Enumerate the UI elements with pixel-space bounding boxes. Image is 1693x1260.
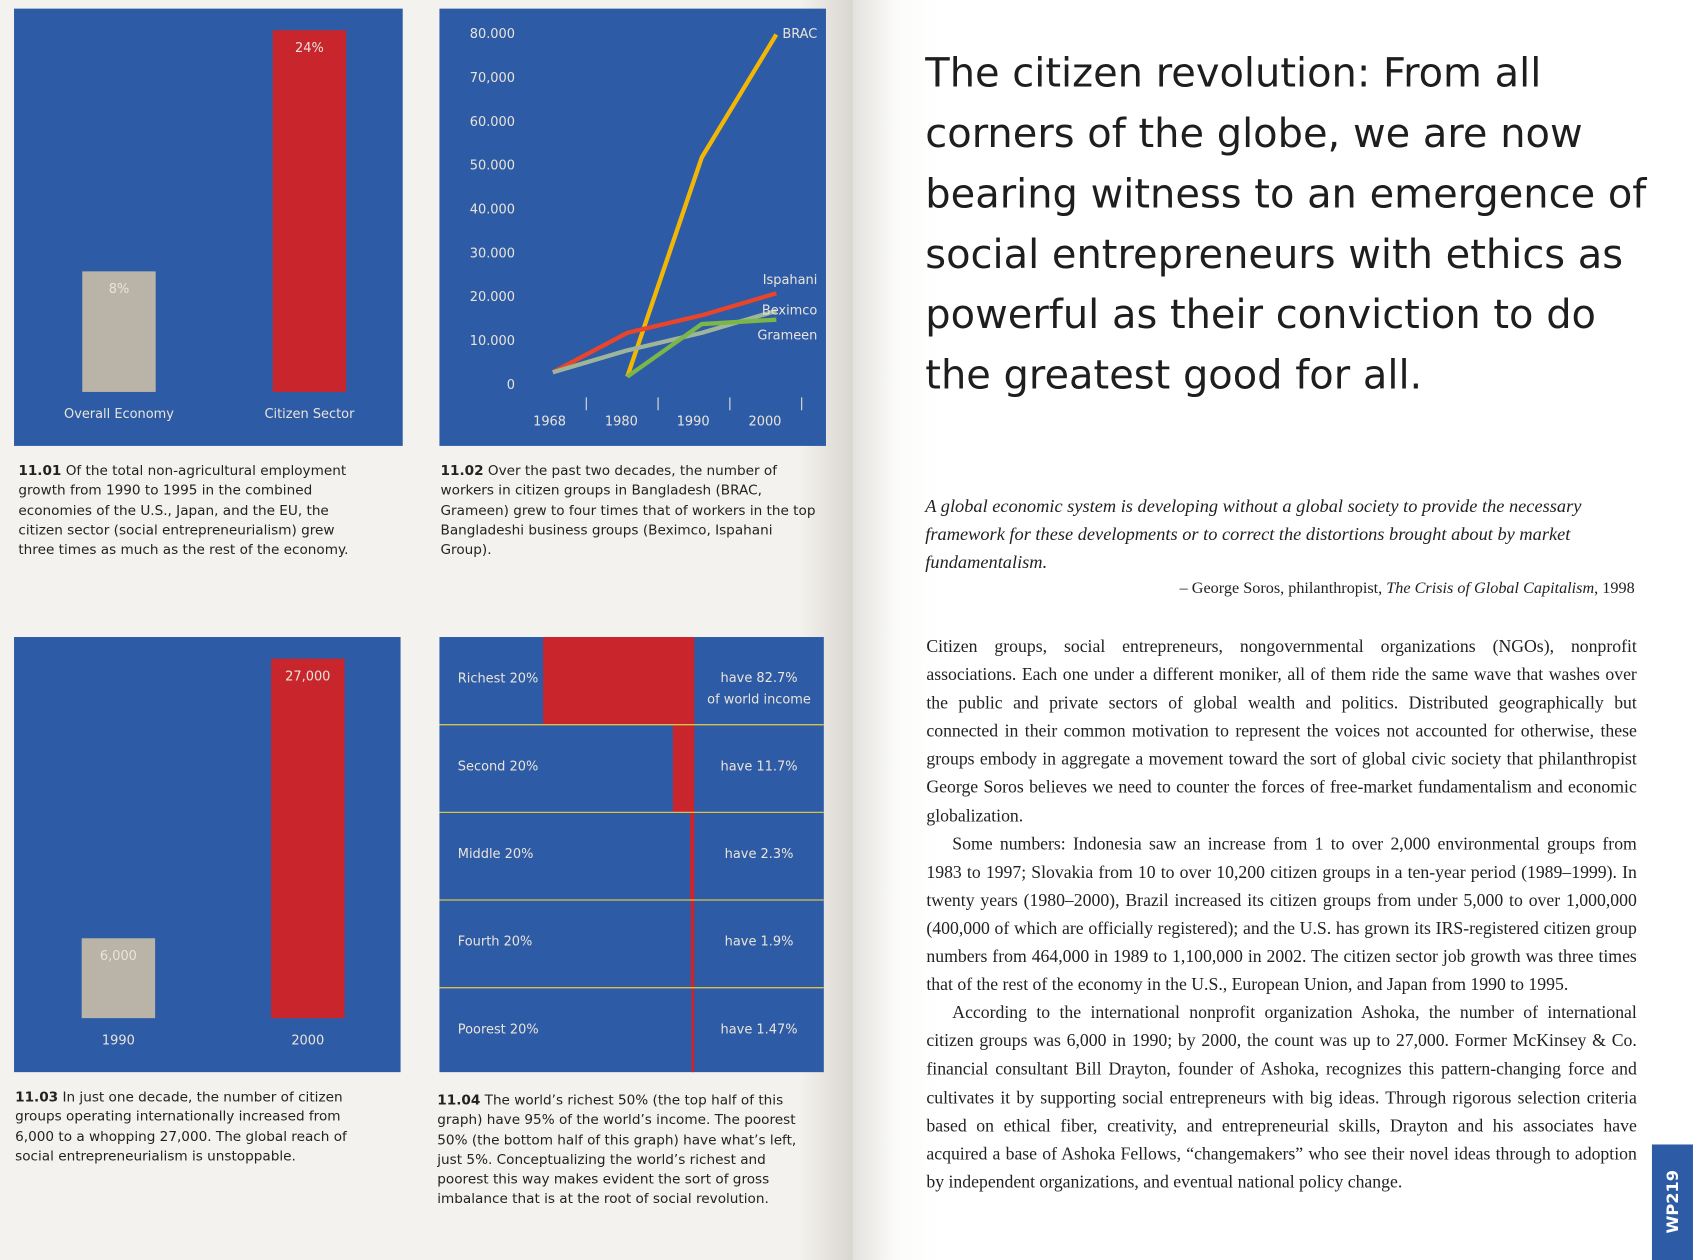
attribution: – George Soros, philanthropist,	[1179, 579, 1387, 598]
value-label: 24%	[295, 41, 324, 56]
attribution-year: , 1998	[1594, 579, 1635, 598]
y-tick-label: 50.000	[470, 159, 515, 174]
category-label: Overall Economy	[64, 407, 174, 422]
x-tick-label: 1990	[677, 415, 710, 430]
category-label: 2000	[291, 1033, 324, 1048]
chart-panel: Richest 20% Second 20% Middle 20% Fourth 20…	[439, 637, 824, 1073]
bar	[82, 271, 156, 392]
chart-panel: 6,000 1990 27,000 2000	[14, 637, 401, 1073]
caption-text: The world’s richest 50% (the top half of…	[437, 1091, 797, 1207]
category-label: 1990	[102, 1033, 135, 1048]
category-label: Middle 20%	[458, 847, 534, 862]
bar	[271, 658, 345, 1019]
y-tick-label: 10.000	[470, 334, 515, 349]
series-line	[626, 317, 777, 379]
y-tick-label: 40.000	[470, 203, 515, 218]
body-text: Citizen groups, social entrepreneurs, no…	[926, 633, 1636, 1196]
category-label: Poorest 20%	[458, 1022, 539, 1037]
y-tick-label: 80.000	[470, 27, 515, 42]
caption: 11.04 The world’s richest 50% (the top h…	[437, 1090, 809, 1209]
caption-number: 11.03	[15, 1088, 59, 1105]
caption-text: Of the total non-agricultural employment…	[18, 462, 349, 558]
category-label: Citizen Sector	[264, 407, 355, 422]
caption: 11.03 In just one decade, the number of …	[15, 1087, 371, 1166]
paragraph: Citizen groups, social entrepreneurs, no…	[926, 635, 1637, 826]
category-label: Richest 20%	[458, 672, 539, 687]
caption-number: 11.01	[18, 462, 62, 479]
page-tab: WP219	[1651, 1144, 1693, 1260]
x-tick-label: 1968	[533, 415, 566, 430]
bar	[272, 30, 347, 392]
caption-number: 11.04	[437, 1091, 481, 1108]
category-label: Fourth 20%	[458, 935, 533, 950]
series-line	[551, 291, 777, 375]
value-label: have 2.3%	[725, 847, 794, 862]
income-band	[543, 637, 695, 726]
x-tick-label: 1980	[605, 415, 638, 430]
caption-number: 11.02	[440, 462, 484, 479]
series-label: Grameen	[757, 328, 817, 343]
value-label: 6,000	[100, 949, 137, 964]
value-label: 27,000	[285, 669, 330, 684]
epigraph: A global economic system is developing w…	[925, 495, 1582, 573]
value-label: have 1.47%	[721, 1022, 798, 1037]
income-band	[672, 724, 695, 813]
chart-panel: 8% Overall Economy 24% Citizen Sector	[14, 8, 403, 446]
right-page	[852, 0, 1693, 1260]
caption: 11.02 Over the past two decades, the num…	[441, 461, 817, 560]
income-band	[690, 812, 695, 901]
y-tick-label: 70,000	[470, 71, 515, 86]
y-tick-label: 20.000	[470, 290, 515, 305]
caption-text: In just one decade, the number of citize…	[15, 1088, 347, 1164]
caption-text: Over the past two decades, the number of…	[440, 462, 816, 558]
left-page: 8% Overall Economy 24% Citizen Sector 0 10.0…	[0, 0, 853, 1260]
bar	[81, 938, 156, 1019]
series-line	[625, 33, 779, 378]
epigraph-attribution: – George Soros, philanthropist, The Cris…	[1180, 580, 1635, 598]
income-band	[690, 900, 695, 989]
series-label: BRAC	[782, 27, 817, 42]
value-label: 8%	[109, 282, 130, 297]
page-number: WP219	[1662, 1169, 1683, 1234]
caption: 11.01 Of the total non-agricultural empl…	[18, 461, 374, 560]
y-tick-label: 30.000	[470, 246, 515, 261]
series-label: Ispahani	[763, 273, 818, 288]
value-label: have 11.7%	[721, 759, 798, 774]
paragraph: According to the international nonprofit…	[926, 1002, 1637, 1192]
book-title: The Crisis of Global Capitalism	[1386, 579, 1595, 598]
y-tick-label: 0	[507, 378, 515, 393]
chart-panel: 0 10.000 20.000 30.000 40.000 50.000 60.000 70,…	[439, 8, 826, 446]
category-label: Second 20%	[458, 759, 538, 774]
value-label: have 82.7% of world income	[707, 671, 811, 708]
paragraph: Some numbers: Indonesia saw an increase …	[926, 833, 1637, 995]
income-band	[691, 987, 695, 1073]
headline: The citizen revolution: From all corners…	[925, 49, 1647, 399]
value-label: have 1.9%	[725, 935, 794, 950]
series-label: Beximco	[762, 303, 818, 318]
x-tick-label: 2000	[748, 415, 781, 430]
y-tick-label: 60.000	[470, 115, 515, 130]
